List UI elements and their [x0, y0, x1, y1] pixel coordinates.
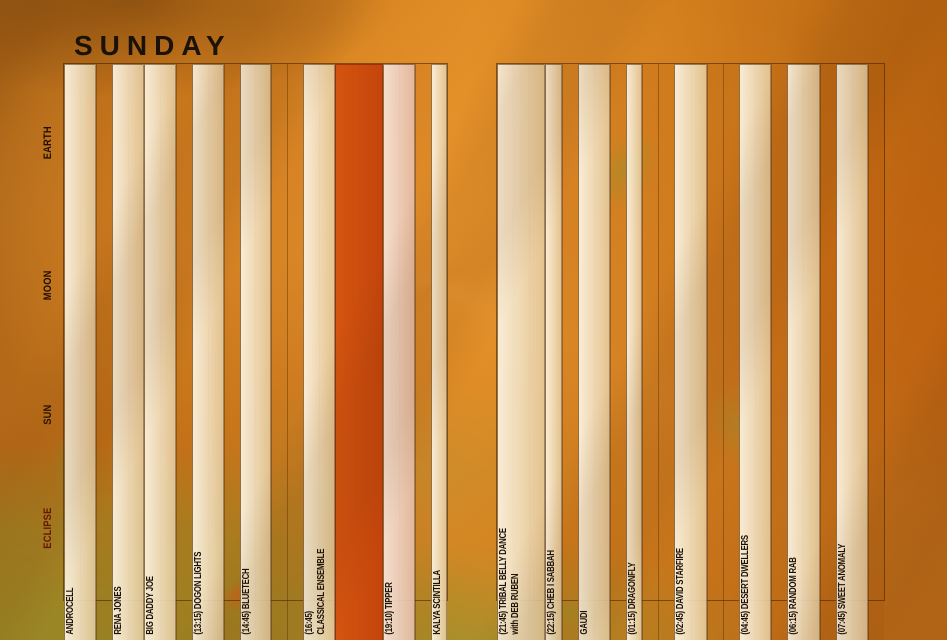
column-cell — [223, 64, 240, 640]
schedule-table-night: (21:45) TRIBAL BELLY DANCE with DEB RUBE… — [496, 63, 885, 640]
event-bar: (07:45) SWEET ANOMALY — [835, 64, 868, 640]
event-label: (01:15) DRAGONFLY — [627, 562, 638, 635]
column-cell — [642, 64, 659, 640]
stage-label-text: SUN — [42, 404, 54, 425]
event-label: (19:10) TIPPER — [384, 582, 396, 635]
eclipse-band — [335, 64, 384, 640]
event-bar: (02:45) DAVID STARFIRE — [674, 64, 707, 640]
stage-label-eclipse: ECLIPSE — [42, 449, 63, 577]
event-bar: (21:45) TRIBAL BELLY DANCE with DEB RUBE… — [497, 64, 546, 640]
column-cell — [271, 64, 288, 640]
column-cell — [706, 64, 723, 640]
event-bar: (06:15) RANDOM RAB — [787, 64, 820, 640]
event-label: ANDROCELL — [65, 587, 76, 635]
column-cell — [175, 64, 192, 640]
event-bar: (22:15) CHEB I SABBAH — [545, 64, 562, 640]
event-label: (06:15) RANDOM RAB — [788, 557, 800, 635]
column-cell — [561, 64, 578, 640]
stage-label-moon: MOON — [42, 192, 63, 320]
event-label: (13:15) DOGON LIGHTS — [192, 551, 204, 635]
event-label: (02:45) DAVID STARFIRE — [675, 548, 687, 635]
event-bar: (19:10) TIPPER — [383, 64, 416, 640]
event-label: (14:45) BLUETECH — [240, 568, 252, 635]
column-cell — [415, 64, 432, 640]
event-label: (04:45) DESERT DWELLERS — [739, 535, 751, 635]
stage-label-earth: EARTH — [42, 63, 63, 191]
event-bar: GAUDI — [577, 64, 610, 640]
event-bar: ANDROCELL — [64, 64, 96, 640]
column-cell — [722, 64, 739, 640]
event-label: (16:45) CLASSICAL ENSEMBLE — [304, 548, 328, 635]
event-label: GAUDI — [578, 610, 590, 635]
stage-label-text: MOON — [42, 269, 54, 300]
page-title: SUNDAY — [74, 30, 232, 61]
event-bar: (01:15) DRAGONFLY — [626, 64, 643, 640]
column-cell — [658, 64, 675, 640]
column-cell — [819, 64, 836, 640]
event-bar: RENA JONES — [111, 64, 144, 640]
stage-label-text: EARTH — [42, 126, 54, 160]
event-label: KALYA SCINTILLA — [432, 570, 444, 635]
event-label: (21:45) TRIBAL BELLY DANCE with DEB RUBE… — [498, 528, 521, 635]
stage-label-sun: SUN — [42, 320, 63, 448]
event-label: RENA JONES — [112, 586, 124, 635]
column-cell — [609, 64, 626, 640]
column-cell — [867, 64, 884, 640]
event-label: (22:15) CHEB I SABBAH — [546, 550, 558, 635]
event-bar: (14:45) BLUETECH — [239, 64, 272, 640]
stage-label-text: ECLIPSE — [42, 507, 54, 549]
event-bar: (16:45) CLASSICAL ENSEMBLE — [303, 64, 336, 640]
schedule-table-day: ANDROCELL RENA JONES BIG DADDY JOE (13:15) … — [63, 63, 448, 640]
column-cell — [771, 64, 788, 640]
event-bar: BIG DADDY JOE — [143, 64, 176, 640]
event-bar: (04:45) DESERT DWELLERS — [738, 64, 772, 640]
event-label: BIG DADDY JOE — [144, 576, 156, 635]
column-cell — [287, 64, 304, 640]
event-bar: KALYA SCINTILLA — [431, 64, 447, 640]
column-cell — [95, 64, 112, 640]
event-bar: (13:15) DOGON LIGHTS — [191, 64, 224, 640]
event-label: (07:45) SWEET ANOMALY — [836, 543, 848, 635]
